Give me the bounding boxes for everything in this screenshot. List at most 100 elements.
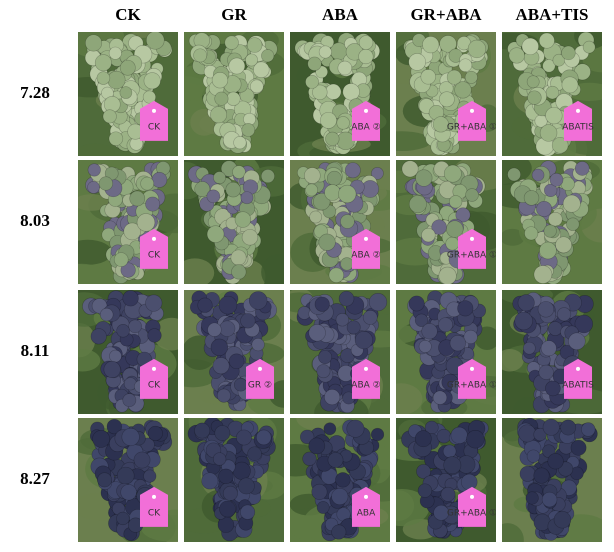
leaf xyxy=(78,263,109,284)
grape xyxy=(547,453,564,470)
tag-hole xyxy=(152,366,156,371)
grape xyxy=(574,161,590,176)
grape xyxy=(226,91,241,106)
grape xyxy=(251,337,265,352)
tag xyxy=(140,486,168,527)
grape xyxy=(338,184,357,204)
tag xyxy=(564,100,592,141)
grape xyxy=(346,320,361,335)
tag xyxy=(352,228,380,269)
grape xyxy=(214,91,229,106)
grape xyxy=(194,422,211,439)
photo: ABATIS xyxy=(502,290,602,414)
grape xyxy=(525,491,539,505)
grape xyxy=(566,217,580,231)
grape xyxy=(344,162,361,179)
grape xyxy=(582,40,596,54)
grape xyxy=(450,426,468,444)
grape xyxy=(514,311,533,331)
tag xyxy=(246,358,274,399)
photo: GR+ABA ① xyxy=(396,290,496,414)
photo-content xyxy=(184,32,284,156)
grape xyxy=(448,195,463,209)
grape xyxy=(331,524,347,540)
grape xyxy=(214,425,231,441)
grape xyxy=(418,339,432,353)
photo xyxy=(184,32,284,156)
grape xyxy=(524,226,539,241)
grape xyxy=(443,456,462,475)
grape xyxy=(323,422,337,436)
photo-content: CK xyxy=(78,290,178,414)
grape xyxy=(116,323,130,338)
photo: CK xyxy=(78,32,178,156)
grape xyxy=(324,184,341,201)
grape xyxy=(522,341,536,355)
grape xyxy=(438,266,457,284)
grape xyxy=(548,211,563,227)
photo-content: GR+ABA ① xyxy=(396,160,496,284)
grape xyxy=(142,90,156,104)
grape xyxy=(233,377,248,392)
photo-content: CK xyxy=(78,160,178,284)
leaf xyxy=(565,264,602,284)
grape xyxy=(308,437,326,455)
grape xyxy=(247,446,262,461)
grape xyxy=(94,54,112,72)
grape xyxy=(371,167,384,180)
grape xyxy=(368,292,388,312)
row-label: 8.03 xyxy=(20,211,50,230)
grape xyxy=(206,225,225,243)
grape xyxy=(416,464,431,479)
grape xyxy=(145,294,163,312)
photo-content xyxy=(184,418,284,542)
grape xyxy=(326,170,342,186)
grape xyxy=(129,190,146,207)
grape xyxy=(420,69,436,85)
grape xyxy=(87,163,101,177)
grape xyxy=(305,183,319,197)
grape xyxy=(316,501,330,514)
tag-text: ABATIS xyxy=(562,122,594,132)
tag xyxy=(564,358,592,399)
tag-text: ABA xyxy=(357,508,376,518)
column-header: ABA+TIS xyxy=(516,5,589,24)
grape xyxy=(401,160,419,178)
tag-text: ABA ② xyxy=(351,250,380,260)
grape xyxy=(325,131,340,147)
grape xyxy=(549,172,564,187)
grape xyxy=(133,451,151,469)
grape xyxy=(312,84,328,101)
grape xyxy=(463,329,478,344)
photo-content: GR+ABA ① xyxy=(396,418,496,542)
grape xyxy=(443,164,462,183)
grape xyxy=(342,83,360,101)
grape xyxy=(561,45,576,61)
grape xyxy=(438,91,455,108)
grape xyxy=(122,290,139,307)
grape xyxy=(432,116,449,133)
grape xyxy=(555,236,572,254)
photo: CK xyxy=(78,160,178,284)
grape xyxy=(446,69,462,85)
tag xyxy=(458,358,486,399)
grape xyxy=(300,429,315,445)
photo xyxy=(502,160,602,284)
grape xyxy=(543,224,557,238)
grape xyxy=(507,167,521,182)
tag-hole xyxy=(470,494,474,499)
tag-text: CK xyxy=(148,250,161,260)
grape xyxy=(151,172,168,188)
grape xyxy=(539,124,558,142)
grape xyxy=(212,452,227,466)
grape xyxy=(225,181,241,198)
column-header: GR+ABA xyxy=(410,5,482,24)
grape xyxy=(307,56,322,71)
grape xyxy=(442,444,457,458)
tag-hole xyxy=(470,366,474,371)
grape xyxy=(536,200,553,217)
grape xyxy=(108,131,124,146)
grape xyxy=(440,486,456,502)
grape xyxy=(213,171,226,185)
